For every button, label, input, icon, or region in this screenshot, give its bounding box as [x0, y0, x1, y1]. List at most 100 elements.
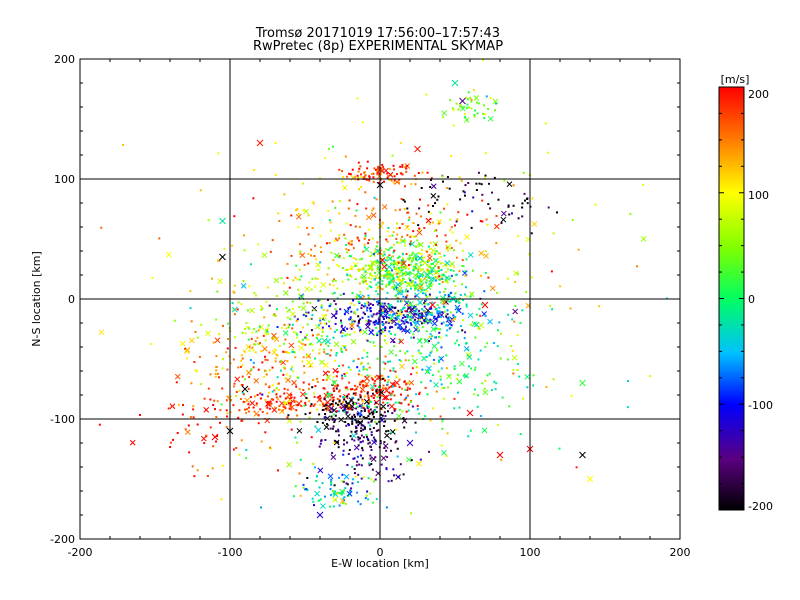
data-point: [320, 439, 323, 442]
data-point: [345, 348, 348, 351]
data-point-cross: [436, 218, 443, 225]
data-point: [463, 113, 466, 116]
data-point: [210, 277, 213, 280]
y-tick-label: 100: [54, 173, 75, 186]
data-point: [508, 405, 511, 408]
data-point: [415, 366, 418, 368]
data-point: [420, 312, 423, 315]
data-point: [181, 413, 184, 416]
data-point: [333, 291, 336, 294]
data-point: [549, 305, 552, 307]
data-point: [438, 275, 441, 278]
data-point: [329, 427, 332, 430]
data-point-cross: [381, 263, 388, 270]
data-point: [358, 326, 361, 329]
data-point: [418, 412, 421, 415]
data-point: [408, 257, 410, 260]
data-point: [476, 112, 479, 115]
data-point: [345, 244, 348, 246]
data-point: [423, 322, 426, 325]
data-point: [353, 457, 356, 460]
data-point: [378, 420, 381, 423]
data-point-cross: [211, 433, 219, 441]
data-point: [341, 473, 344, 476]
data-point: [369, 306, 372, 309]
data-point-cross: [439, 295, 446, 301]
data-point: [374, 410, 376, 413]
data-point-cross: [432, 257, 439, 264]
data-point-cross: [426, 365, 432, 372]
data-point: [467, 98, 470, 101]
data-point: [498, 321, 501, 324]
data-point: [369, 272, 372, 275]
data-point: [260, 506, 262, 509]
data-point: [383, 302, 386, 305]
data-point: [348, 255, 351, 257]
data-point: [170, 405, 173, 407]
data-point: [410, 512, 413, 515]
data-point: [461, 265, 464, 267]
data-point: [479, 220, 482, 222]
data-point: [380, 261, 383, 264]
data-point: [594, 203, 597, 206]
data-point-cross: [441, 449, 447, 456]
data-point: [457, 373, 460, 376]
data-point: [408, 264, 410, 267]
data-point: [367, 242, 370, 245]
data-point: [306, 226, 309, 229]
data-point: [267, 391, 270, 394]
data-point: [323, 387, 326, 390]
data-point: [215, 416, 218, 418]
data-point: [429, 265, 432, 268]
data-point: [333, 390, 336, 392]
data-point: [172, 438, 174, 441]
data-point: [216, 400, 219, 403]
data-point-cross: [350, 175, 357, 181]
data-point-cross: [462, 270, 468, 276]
data-point: [338, 365, 341, 367]
data-point: [380, 302, 383, 305]
data-point: [370, 395, 373, 398]
data-point: [500, 222, 503, 224]
data-point: [386, 172, 389, 175]
data-point: [266, 286, 269, 289]
data-point: [363, 305, 365, 308]
data-point: [382, 262, 385, 265]
data-point: [411, 316, 414, 319]
data-point: [319, 322, 322, 325]
data-point: [247, 387, 250, 390]
data-point: [477, 102, 480, 105]
data-point: [304, 337, 307, 340]
data-point: [419, 338, 422, 341]
data-point: [387, 480, 390, 483]
data-point: [241, 375, 244, 378]
colorbar-tick-label: -200: [748, 500, 773, 513]
data-point: [274, 142, 277, 144]
data-point: [426, 264, 429, 267]
data-point: [433, 358, 435, 361]
data-point: [428, 307, 431, 310]
data-point: [437, 341, 440, 344]
data-point: [388, 270, 391, 273]
data-point: [516, 334, 519, 337]
data-point: [315, 258, 317, 261]
data-point-cross: [361, 273, 367, 280]
data-point: [387, 410, 389, 413]
data-point: [415, 267, 418, 270]
data-point: [314, 277, 317, 280]
data-point: [366, 306, 369, 309]
data-point: [424, 302, 427, 305]
data-point: [275, 393, 278, 396]
data-point: [411, 355, 414, 358]
data-point: [330, 415, 333, 418]
data-point: [308, 412, 311, 415]
data-point: [354, 402, 356, 405]
data-point-cross: [404, 328, 411, 335]
data-point: [233, 385, 236, 388]
data-point: [356, 385, 359, 388]
data-point: [362, 424, 365, 427]
data-point: [295, 385, 298, 388]
data-point: [329, 229, 332, 232]
data-point: [331, 490, 334, 492]
data-point: [416, 239, 419, 242]
